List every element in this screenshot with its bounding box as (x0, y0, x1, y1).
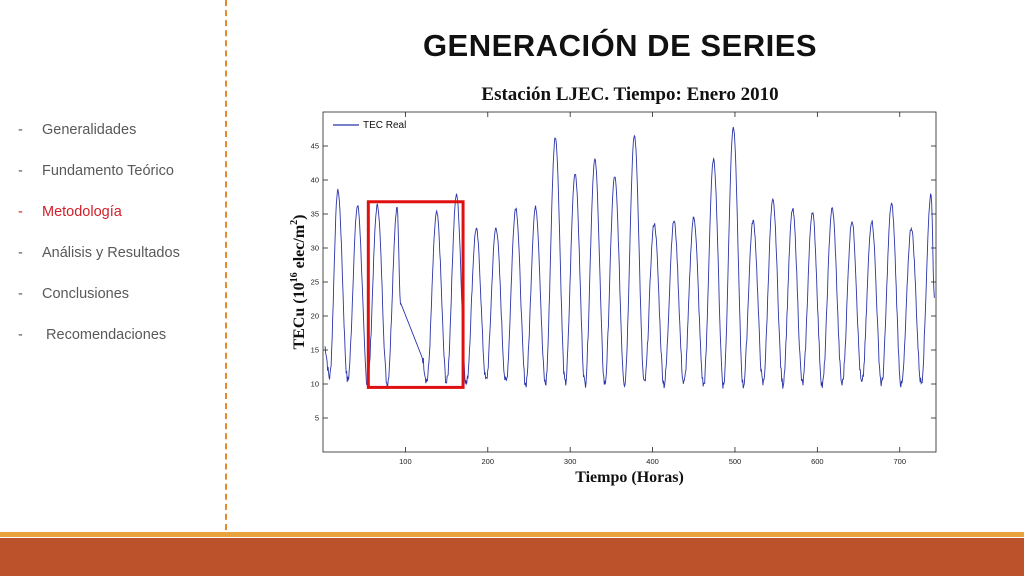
chart-legend: TEC Real (333, 120, 406, 131)
sidebar-item[interactable]: - Conclusiones (18, 286, 180, 327)
y-tick-label: 30 (311, 244, 319, 253)
x-axis-label: Tiempo (Horas) (575, 469, 684, 486)
x-tick-label: 300 (564, 457, 577, 466)
sidebar-item-label: Conclusiones (42, 286, 130, 302)
sidebar-bullet: - (18, 204, 23, 220)
highlight-rectangle (366, 200, 465, 389)
x-tick-label: 100 (399, 457, 412, 466)
footer-accent-line (0, 532, 1024, 537)
y-tick-label: 35 (311, 210, 319, 219)
vertical-divider (225, 0, 227, 530)
y-tick-label: 10 (311, 380, 319, 389)
sidebar-item[interactable]: - Análisis y Resultados (18, 245, 180, 286)
sidebar-bullet: - (18, 327, 23, 343)
tec-line-chart: TEC Real 100 200 300 400 500 600 700 5 10 15 20 25 3… (289, 111, 937, 486)
sidebar-bullet: - (18, 163, 23, 179)
page-title: GENERACIÓN DE SERIES (422, 28, 818, 63)
y-tick-label: 45 (311, 142, 319, 151)
y-tick-label: 40 (311, 176, 319, 185)
x-tick-label: 400 (646, 457, 659, 466)
series-line-tec-real (324, 126, 935, 389)
sidebar-item-label: Fundamento Teórico (42, 163, 174, 179)
y-tick-label: 20 (311, 312, 319, 321)
x-tick-label: 600 (811, 457, 824, 466)
sidebar-item[interactable]: - Metodología (18, 204, 180, 245)
x-tick-label: 700 (893, 457, 906, 466)
sidebar-item[interactable]: - Generalidades (18, 122, 180, 163)
x-tick-label: 500 (729, 457, 742, 466)
sidebar-item[interactable]: - Fundamento Teórico (18, 163, 180, 204)
y-axis-label-part: TECu (10 (291, 282, 308, 349)
y-axis-label-part: ) (291, 215, 308, 220)
y-axis-label-part: 16 (289, 272, 300, 282)
sidebar-item-label: Generalidades (42, 122, 137, 138)
y-axis-label-part: elec/m (291, 224, 308, 272)
footer-bar (0, 538, 1024, 576)
sidebar-nav: - Generalidades - Fundamento Teórico - Metodo… (18, 122, 180, 368)
y-tick-label: 15 (311, 346, 319, 355)
sidebar-bullet: - (18, 245, 23, 261)
y-tick-label: 25 (311, 278, 319, 287)
sidebar-bullet: - (18, 286, 23, 302)
sidebar-item[interactable]: - Recomendaciones (18, 327, 180, 368)
plot-area (322, 111, 937, 453)
sidebar-bullet: - (18, 122, 23, 138)
sidebar-item-label: Metodología (42, 204, 122, 220)
chart-title: Estación LJEC. Tiempo: Enero 2010 (481, 84, 779, 105)
sidebar-item-label: Análisis y Resultados (42, 245, 180, 261)
x-tick-label: 200 (482, 457, 495, 466)
sidebar-item-label: Recomendaciones (42, 327, 167, 343)
y-tick-label: 5 (315, 414, 319, 423)
legend-label-tec-real: TEC Real (363, 120, 406, 131)
y-axis-label-part: 2 (289, 220, 300, 225)
y-axis-label: TECu (1016 elec/m2) (289, 215, 308, 350)
